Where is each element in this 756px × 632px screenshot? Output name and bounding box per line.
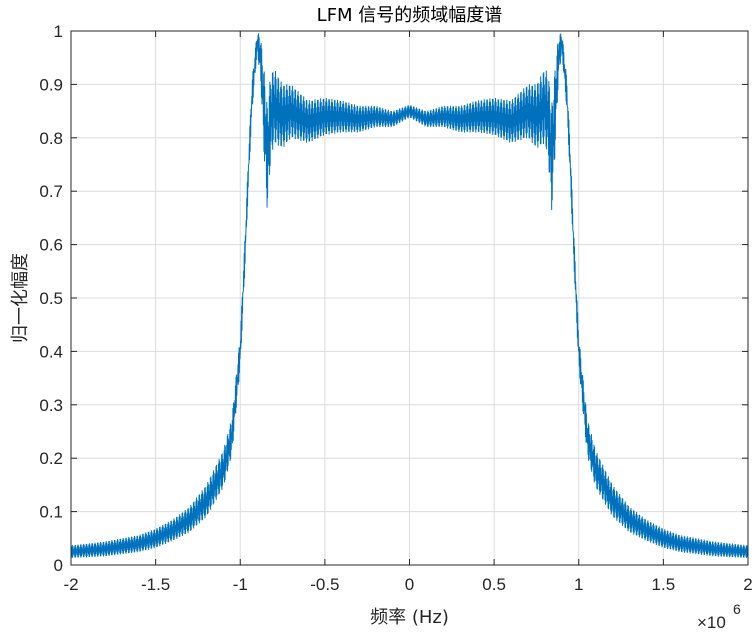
chart-title: LFM 信号的频域幅度谱: [317, 5, 503, 26]
x-exponent: ×10 6: [697, 601, 741, 632]
x-tick-label: 0: [405, 575, 414, 594]
x-tick-label: 1.5: [652, 575, 676, 594]
x-tick-labels: -2 -1.5 -1 -0.5 0 0.5 1 1.5 2: [63, 575, 752, 594]
y-tick-label: 0.5: [39, 289, 63, 308]
x-tick-label: -2: [63, 575, 78, 594]
y-tick-label: 0.3: [39, 396, 63, 415]
y-tick-labels: 0 0.1 0.2 0.3 0.4 0.5 0.6 0.7 0.8 0.9 1: [39, 22, 63, 575]
spectrum-line: [70, 33, 749, 559]
y-tick-label: 0.6: [39, 236, 63, 255]
y-tick-label: 0.1: [39, 503, 63, 522]
x-tick-label: -0.5: [310, 575, 339, 594]
tick-marks: [70, 30, 749, 566]
y-tick-label: 0.4: [39, 342, 63, 361]
x-tick-label: 2: [743, 575, 752, 594]
x-tick-label: 0.5: [482, 575, 506, 594]
y-axis-label: 归一化幅度: [10, 253, 31, 343]
x-axis-label: 频率 (Hz): [370, 607, 449, 628]
x-tick-label: -1.5: [141, 575, 170, 594]
x-exponent-base: ×10: [697, 613, 726, 632]
y-tick-label: 0: [54, 556, 63, 575]
x-exponent-power: 6: [733, 601, 741, 617]
x-tick-label: -1: [233, 575, 248, 594]
y-tick-label: 0.7: [39, 182, 63, 201]
spectrum-trace: [70, 33, 749, 559]
y-tick-label: 0.9: [39, 75, 63, 94]
y-tick-label: 1: [54, 22, 63, 41]
x-tick-label: 1: [574, 575, 583, 594]
y-tick-label: 0.8: [39, 129, 63, 148]
y-tick-label: 0.2: [39, 449, 63, 468]
